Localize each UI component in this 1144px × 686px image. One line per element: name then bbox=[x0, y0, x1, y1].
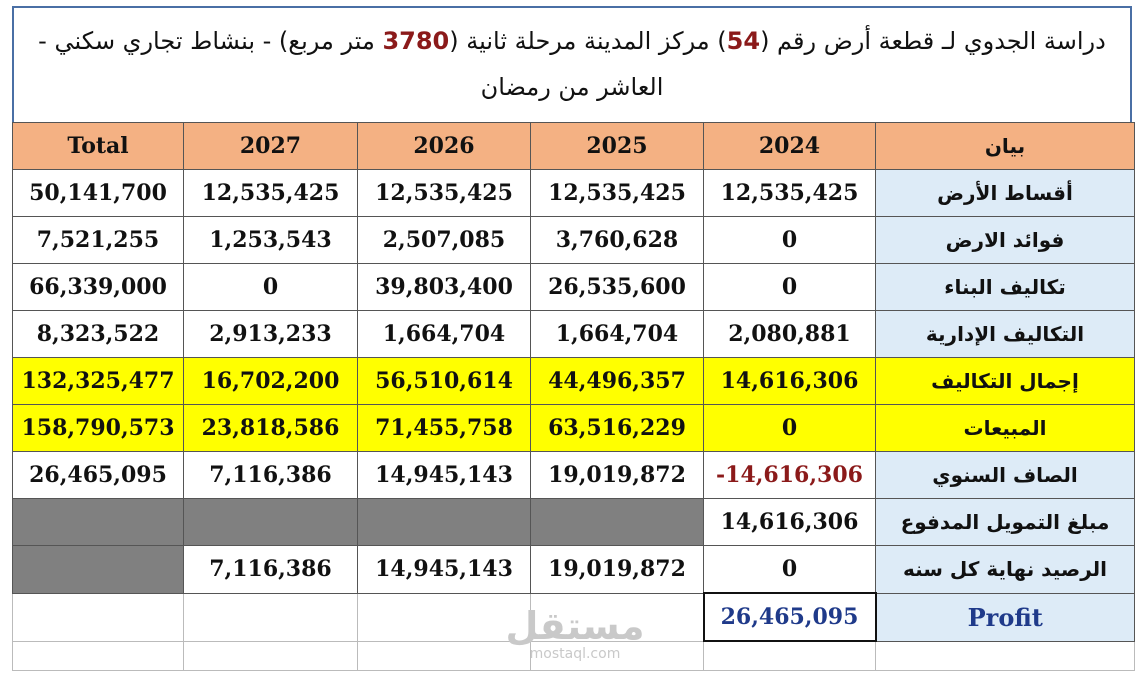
table-row-balance: 7,116,386 14,945,143 19,019,872 0 الرصيد… bbox=[12, 545, 1135, 594]
cell-2025: 1,664,704 bbox=[530, 310, 704, 358]
row-label: أقساط الأرض bbox=[875, 169, 1135, 217]
row-label: المبيعات bbox=[875, 404, 1135, 452]
cell-2027: 12,535,425 bbox=[183, 169, 358, 217]
feasibility-table: Total 2027 2026 2025 2024 بيان 50,141,70… bbox=[12, 122, 1135, 671]
cell-2027: 23,818,586 bbox=[183, 404, 358, 452]
header-row: Total 2027 2026 2025 2024 بيان bbox=[12, 122, 1135, 170]
table-row-profit: 26,465,095 Profit bbox=[12, 592, 1135, 642]
cell-2027: 1,253,543 bbox=[183, 216, 358, 264]
row-label: تكاليف البناء bbox=[875, 263, 1135, 311]
row-label: التكاليف الإدارية bbox=[875, 310, 1135, 358]
cell-2026: 39,803,400 bbox=[357, 263, 531, 311]
cell-total: 50,141,700 bbox=[12, 169, 184, 217]
table-row-empty bbox=[12, 640, 1135, 671]
row-label: الصاف السنوي bbox=[875, 451, 1135, 499]
cell-total: 7,521,255 bbox=[12, 216, 184, 264]
cell-2027: 0 bbox=[183, 263, 358, 311]
title-text-3: متر مربع) - بنشاط تجاري سكني - bbox=[38, 27, 383, 55]
cell-empty bbox=[530, 592, 704, 642]
profit-label: Profit bbox=[875, 592, 1135, 642]
cell-total: 132,325,477 bbox=[12, 357, 184, 405]
cell-2025: 19,019,872 bbox=[530, 451, 704, 499]
title-text-2: ) مركز المدينة مرحلة ثانية ( bbox=[449, 27, 727, 55]
cell-2024: 0 bbox=[703, 404, 876, 452]
table-row-total-costs: 132,325,477 16,702,200 56,510,614 44,496… bbox=[12, 357, 1135, 405]
title-text-1: دراسة الجدوي لـ قطعة أرض رقم ( bbox=[760, 27, 1106, 55]
cell-2024: 14,616,306 bbox=[703, 357, 876, 405]
cell-empty bbox=[12, 640, 184, 671]
cell-gray bbox=[530, 498, 704, 546]
cell-gray bbox=[357, 498, 531, 546]
table-row-sales: 158,790,573 23,818,586 71,455,758 63,516… bbox=[12, 404, 1135, 452]
cell-2024: 0 bbox=[703, 263, 876, 311]
document-title: دراسة الجدوي لـ قطعة أرض رقم (54) مركز ا… bbox=[12, 6, 1132, 122]
cell-gray bbox=[183, 498, 358, 546]
cell-2024: 14,616,306 bbox=[703, 498, 876, 546]
cell-empty bbox=[183, 592, 358, 642]
cell-total: 158,790,573 bbox=[12, 404, 184, 452]
profit-value: 26,465,095 bbox=[702, 592, 877, 642]
header-label: بيان bbox=[875, 122, 1135, 170]
cell-2026: 1,664,704 bbox=[357, 310, 531, 358]
plot-area: 3780 bbox=[382, 27, 450, 55]
row-label: فوائد الارض bbox=[875, 216, 1135, 264]
cell-empty bbox=[875, 640, 1135, 671]
cell-empty bbox=[357, 640, 531, 671]
table-row: 7,521,255 1,253,543 2,507,085 3,760,628 … bbox=[12, 216, 1135, 264]
cell-gray bbox=[12, 498, 184, 546]
cell-2026: 14,945,143 bbox=[357, 451, 531, 499]
title-line-2: العاشر من رمضان bbox=[480, 73, 664, 101]
row-label: إجمال التكاليف bbox=[875, 357, 1135, 405]
cell-2027: 7,116,386 bbox=[183, 545, 358, 594]
header-2026: 2026 bbox=[357, 122, 531, 170]
header-total: Total bbox=[12, 122, 184, 170]
cell-2024: 0 bbox=[703, 545, 876, 594]
cell-2027: 7,116,386 bbox=[183, 451, 358, 499]
cell-empty bbox=[530, 640, 704, 671]
table-row: 50,141,700 12,535,425 12,535,425 12,535,… bbox=[12, 169, 1135, 217]
row-label: مبلغ التمويل المدفوع bbox=[875, 498, 1135, 546]
cell-empty bbox=[357, 592, 531, 642]
cell-2026: 71,455,758 bbox=[357, 404, 531, 452]
cell-empty bbox=[183, 640, 358, 671]
cell-2024-negative: -14,616,306 bbox=[703, 451, 876, 499]
cell-2025: 19,019,872 bbox=[530, 545, 704, 594]
cell-2026: 2,507,085 bbox=[357, 216, 531, 264]
header-2025: 2025 bbox=[530, 122, 704, 170]
cell-total: 8,323,522 bbox=[12, 310, 184, 358]
cell-2026: 12,535,425 bbox=[357, 169, 531, 217]
cell-2026: 14,945,143 bbox=[357, 545, 531, 594]
row-label: الرصيد نهاية كل سنه bbox=[875, 545, 1135, 594]
table-row: 66,339,000 0 39,803,400 26,535,600 0 تكا… bbox=[12, 263, 1135, 311]
table-row-financing: 14,616,306 مبلغ التمويل المدفوع bbox=[12, 498, 1135, 546]
cell-2024: 2,080,881 bbox=[703, 310, 876, 358]
cell-2025: 12,535,425 bbox=[530, 169, 704, 217]
header-2027: 2027 bbox=[183, 122, 358, 170]
title-line-1: دراسة الجدوي لـ قطعة أرض رقم (54) مركز ا… bbox=[14, 18, 1130, 64]
cell-2025: 63,516,229 bbox=[530, 404, 704, 452]
table-row-net-annual: 26,465,095 7,116,386 14,945,143 19,019,8… bbox=[12, 451, 1135, 499]
cell-2025: 44,496,357 bbox=[530, 357, 704, 405]
cell-empty bbox=[12, 592, 184, 642]
cell-empty bbox=[703, 640, 876, 671]
cell-gray bbox=[12, 545, 184, 594]
cell-2025: 26,535,600 bbox=[530, 263, 704, 311]
plot-number: 54 bbox=[726, 27, 761, 55]
cell-2024: 12,535,425 bbox=[703, 169, 876, 217]
cell-total: 66,339,000 bbox=[12, 263, 184, 311]
cell-2027: 16,702,200 bbox=[183, 357, 358, 405]
cell-total: 26,465,095 bbox=[12, 451, 184, 499]
header-2024: 2024 bbox=[703, 122, 876, 170]
cell-2025: 3,760,628 bbox=[530, 216, 704, 264]
cell-2027: 2,913,233 bbox=[183, 310, 358, 358]
cell-2026: 56,510,614 bbox=[357, 357, 531, 405]
cell-2024: 0 bbox=[703, 216, 876, 264]
table-row: 8,323,522 2,913,233 1,664,704 1,664,704 … bbox=[12, 310, 1135, 358]
